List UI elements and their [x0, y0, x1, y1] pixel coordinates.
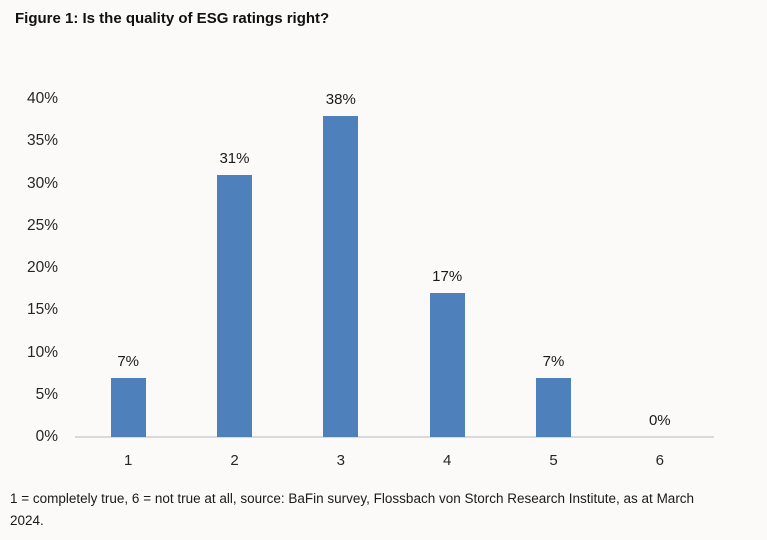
bar-value-label: 31%: [219, 150, 250, 167]
y-tick-label: 0%: [35, 428, 58, 445]
y-tick-label: 25%: [26, 216, 58, 234]
bar-value-label: 38%: [325, 91, 356, 108]
y-tick-label: 15%: [26, 301, 58, 319]
x-tick-label: 5: [549, 452, 558, 469]
bar-value-label: 17%: [432, 268, 463, 285]
x-tick-label: 6: [655, 452, 664, 469]
bar: [536, 378, 571, 437]
bar-value-label: 0%: [648, 412, 671, 429]
chart-title: Figure 1: Is the quality of ESG ratings …: [15, 10, 330, 27]
bar: [429, 293, 465, 437]
y-tick-label: 30%: [26, 174, 58, 192]
y-tick-label: 5%: [35, 385, 58, 403]
x-tick-label: 2: [230, 452, 239, 469]
y-tick-label: 35%: [26, 132, 58, 150]
bar: [217, 175, 252, 437]
bar: [323, 116, 359, 437]
x-tick-label: 1: [123, 452, 133, 469]
footnote-line-2: 2024.: [10, 513, 44, 528]
x-axis-line: [75, 436, 714, 438]
bar: [110, 378, 146, 437]
y-tick-label: 40%: [26, 90, 58, 107]
x-tick-label: 3: [336, 452, 345, 469]
y-tick-label: 20%: [26, 259, 58, 276]
bar-value-label: 7%: [542, 353, 565, 370]
y-tick-label: 10%: [26, 343, 58, 361]
x-tick-label: 4: [442, 452, 452, 469]
footnote-line-1: 1 = completely true, 6 = not true at all…: [10, 491, 695, 506]
chart-footnote: 1 = completely true, 6 = not true at all…: [10, 488, 762, 532]
bar-value-label: 7%: [117, 353, 139, 370]
